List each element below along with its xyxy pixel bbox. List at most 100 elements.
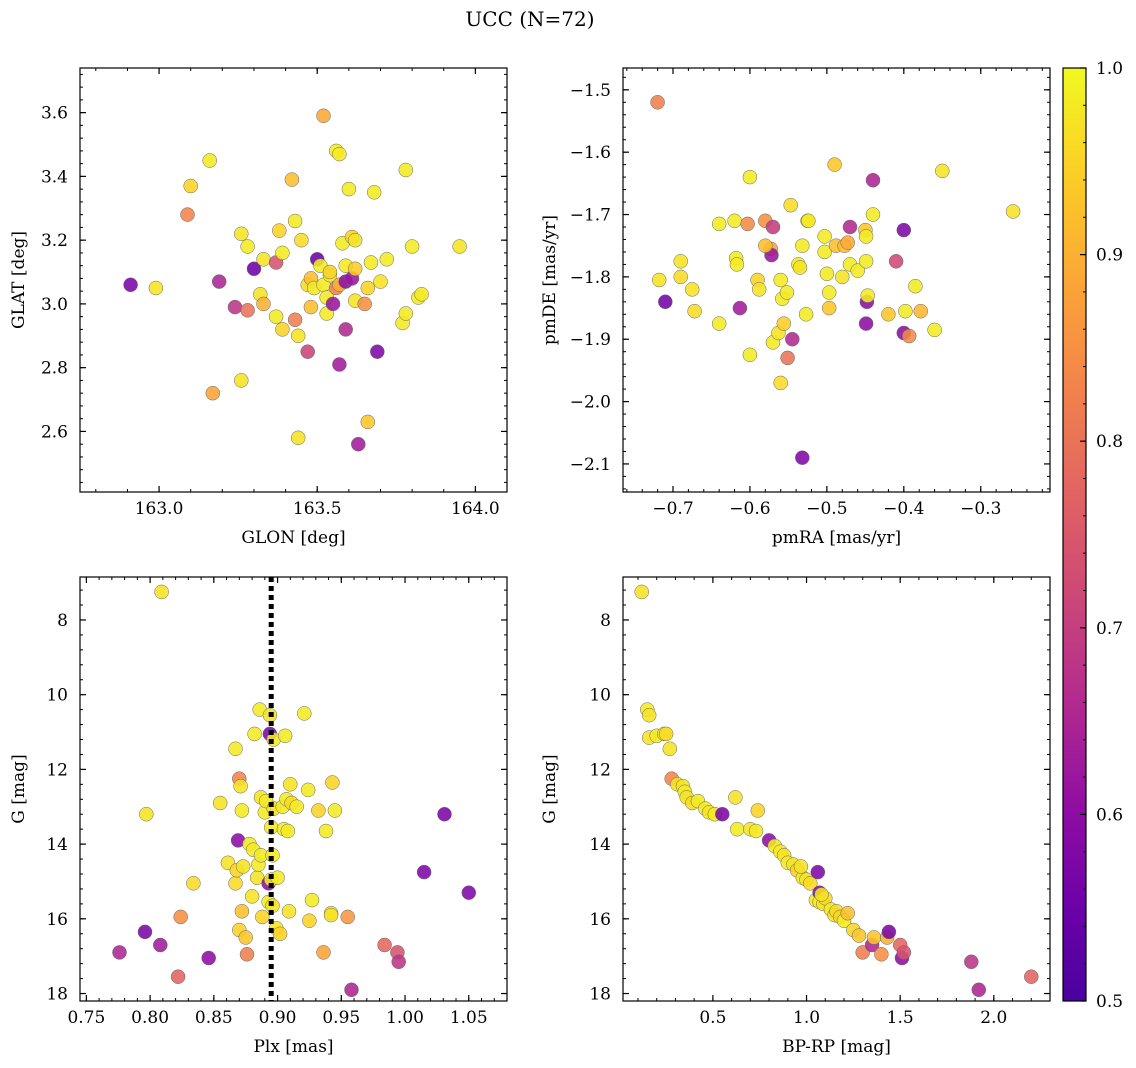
scatter-point: [123, 277, 138, 293]
scatter-point: [240, 239, 255, 254]
scatter-point: [280, 823, 296, 839]
scatter-point: [347, 232, 363, 248]
data-points: [123, 108, 467, 452]
data-points: [112, 584, 477, 998]
scatter-point: [303, 299, 319, 315]
scatter-point: [858, 254, 874, 269]
scatter-point: [244, 889, 260, 904]
scatter-point: [732, 300, 748, 316]
x-axis-label: GLON [deg]: [241, 528, 345, 548]
scatter-point: [634, 584, 649, 600]
scatter-point: [901, 328, 917, 344]
scatter-point: [728, 790, 743, 805]
scatter-point: [729, 821, 745, 837]
scatter-point: [347, 261, 363, 277]
y-tick-label: −1.7: [570, 206, 611, 226]
x-tick-label: 1.05: [450, 1008, 488, 1028]
scatter-point: [180, 207, 195, 222]
y-tick-label: 8: [57, 611, 68, 631]
x-tick-label: 0.75: [67, 1008, 105, 1028]
ticks: 163.0 163.5 164.0 2.6 2.8 3.0 3.2 3.4 3.6: [41, 68, 508, 519]
scatter-point: [316, 108, 331, 124]
scatter-point: [235, 859, 251, 874]
scatter-point: [240, 303, 255, 318]
scatter-point: [272, 926, 288, 942]
scatter-point: [228, 741, 243, 757]
scatter-point: [773, 272, 788, 288]
scatter-point: [173, 909, 188, 925]
y-tick-label: 18: [589, 985, 611, 1005]
scatter-point: [272, 223, 287, 238]
colorbar: 0.5 0.6 0.7 0.8 0.9 1.0: [1062, 59, 1123, 1012]
scatter-point: [851, 928, 867, 943]
scatter-point: [684, 282, 700, 297]
subplot-pmra-pmde: −0.7 −0.6 −0.5 −0.4 −0.3 −1.5 −1.6 −1.7 −1.8 −1.9…: [540, 67, 1051, 548]
scatter-point: [673, 269, 688, 285]
scatter-point: [765, 219, 781, 235]
scatter-point: [148, 280, 164, 296]
scatter-point: [858, 229, 874, 244]
scatter-point: [758, 238, 773, 253]
scatter-point: [212, 795, 228, 811]
scatter-point: [112, 945, 127, 960]
axes-frame: [622, 67, 1051, 493]
scatter-point: [860, 288, 875, 303]
y-tick-label: 2.6: [41, 422, 68, 442]
scatter-point: [896, 945, 912, 960]
scatter-point: [304, 892, 320, 908]
y-tick-label: 16: [46, 910, 68, 930]
x-tick-label: 163.0: [135, 499, 184, 519]
scatter-point: [658, 294, 673, 310]
scatter-point: [360, 280, 376, 296]
scatter-point: [881, 307, 896, 322]
scatter-point: [323, 907, 339, 923]
scatter-point: [340, 909, 355, 925]
scatter-point: [332, 357, 347, 372]
scatter-point: [391, 954, 406, 970]
scatter-point: [793, 859, 809, 874]
figure-title: UCC (N=72): [465, 7, 594, 31]
y-tick-label: −1.5: [570, 81, 611, 101]
scatter-point: [785, 331, 800, 347]
scatter-point: [256, 296, 271, 312]
scatter-point: [842, 219, 858, 235]
scatter-point: [137, 924, 153, 940]
scatter-point: [228, 876, 243, 891]
scatter-point: [139, 806, 154, 822]
y-tick-label: −2.0: [570, 393, 611, 413]
scatter-point: [211, 274, 227, 289]
scatter-point: [840, 905, 855, 921]
scatter-point: [850, 263, 865, 278]
scatter-point: [297, 706, 312, 721]
scatter-point: [742, 169, 758, 185]
scatter-point: [821, 300, 837, 316]
axes-frame: [79, 576, 508, 1002]
scatter-point: [740, 216, 755, 232]
scatter-point: [896, 222, 912, 238]
scatter-point: [332, 146, 347, 162]
scatter-point: [398, 306, 414, 321]
scatter-point: [325, 775, 340, 790]
scatter-point: [835, 269, 850, 285]
scatter-point: [234, 373, 249, 388]
colorbar-tick-label: 0.6: [1096, 805, 1123, 825]
scatter-point: [287, 312, 303, 328]
scatter-point: [687, 303, 702, 319]
axes-frame: [79, 67, 508, 493]
scatter-point: [300, 344, 315, 359]
scatter-point: [281, 904, 297, 919]
scatter-point: [711, 216, 727, 232]
scatter-point: [325, 296, 341, 312]
colorbar-ticks: 0.5 0.6 0.7 0.8 0.9 1.0: [1080, 59, 1123, 1012]
scatter-point: [414, 287, 429, 302]
scatter-point: [246, 261, 262, 277]
scatter-point: [751, 282, 767, 297]
y-tick-label: 10: [589, 686, 611, 706]
scatter-point: [748, 823, 764, 839]
x-tick-label: −0.3: [960, 499, 1001, 519]
scatter-point: [858, 316, 874, 331]
scatter-point: [801, 213, 816, 229]
scatter-point: [840, 235, 855, 250]
scatter-point: [810, 864, 826, 880]
